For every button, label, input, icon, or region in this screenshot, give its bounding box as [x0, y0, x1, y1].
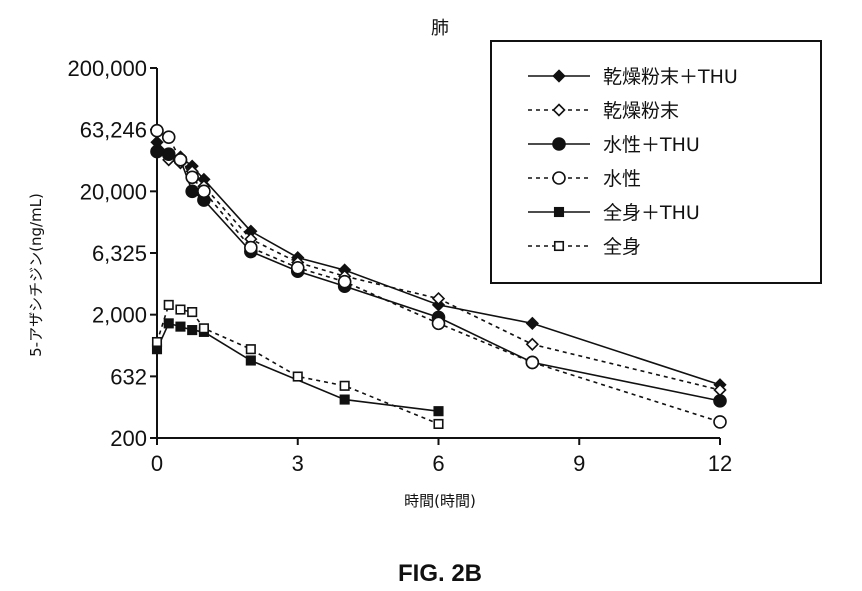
chart-title: 肺	[431, 18, 449, 39]
data-point	[198, 323, 209, 334]
data-point	[245, 355, 256, 366]
data-point	[713, 394, 727, 408]
legend-item-3: 水性＋THU	[528, 134, 700, 156]
legend-label: 乾燥粉末	[603, 100, 679, 122]
data-point	[175, 321, 186, 332]
y-tick-label: 63,246	[80, 118, 147, 143]
y-tick-label: 200,000	[67, 56, 147, 81]
data-point	[245, 344, 256, 355]
y-tick-label: 2,000	[92, 303, 147, 328]
data-point	[525, 316, 539, 331]
data-point	[150, 144, 164, 159]
data-point	[161, 147, 176, 162]
x-tick-label: 0	[151, 451, 163, 476]
data-point	[175, 304, 186, 315]
data-point	[163, 318, 174, 329]
data-point	[185, 170, 199, 185]
y-tick-label: 6,325	[92, 241, 147, 266]
legend-item-6: 全身	[528, 236, 641, 258]
plot-area	[150, 123, 727, 429]
data-point	[339, 394, 350, 405]
series-4	[150, 123, 727, 429]
data-point	[525, 355, 540, 370]
series-5	[151, 318, 444, 417]
data-point	[151, 336, 163, 348]
data-point	[292, 371, 303, 382]
y-tick-label: 632	[110, 364, 147, 389]
legend-item-4: 水性	[528, 168, 641, 190]
data-point	[161, 130, 176, 144]
legend-item-2: 乾燥粉末	[528, 100, 679, 122]
figure-caption: FIG. 2B	[398, 560, 482, 587]
x-tick-label: 9	[573, 451, 585, 476]
legend-label: 全身	[603, 236, 641, 258]
data-point	[339, 380, 350, 391]
x-tick-label: 3	[292, 451, 304, 476]
legend-marker	[553, 240, 565, 252]
y-tick-label: 20,000	[80, 179, 147, 204]
x-tick-label: 12	[708, 451, 732, 476]
axes: 200 632 2,000 6,325 20,000 63,246 200,000 0 3 6 9 1…	[67, 56, 732, 476]
legend-frame	[490, 40, 822, 284]
data-point	[185, 184, 199, 199]
legend-label: 水性	[603, 168, 641, 190]
data-point	[244, 240, 258, 255]
data-point	[290, 260, 305, 275]
data-point	[713, 415, 727, 429]
data-point	[431, 291, 446, 306]
data-point	[187, 307, 198, 318]
legend-marker	[552, 137, 566, 151]
data-point	[187, 325, 198, 336]
data-point	[431, 316, 446, 331]
x-axis-label: 時間(時間)	[404, 492, 476, 510]
legend-marker	[552, 103, 566, 117]
x-tick-label: 6	[432, 451, 444, 476]
data-point	[525, 337, 539, 351]
data-point	[337, 274, 352, 289]
data-point	[433, 418, 444, 429]
legend-marker	[553, 206, 565, 218]
data-point	[433, 406, 444, 417]
series-6	[151, 299, 444, 429]
legend-label: 全身＋THU	[603, 202, 700, 224]
legend-marker	[552, 69, 566, 83]
data-point	[173, 153, 188, 167]
legend-marker	[552, 171, 566, 185]
data-point	[150, 123, 164, 138]
data-point	[197, 184, 211, 199]
y-axis-label: 5-アザシチジン(ng/mL)	[27, 193, 45, 357]
legend-label: 水性＋THU	[603, 134, 700, 156]
legend-item-5: 全身＋THU	[528, 202, 700, 224]
data-point	[163, 299, 174, 310]
legend-item-1: 乾燥粉末＋THU	[528, 66, 738, 88]
legend-label: 乾燥粉末＋THU	[603, 66, 738, 88]
y-tick-label: 200	[110, 426, 147, 451]
